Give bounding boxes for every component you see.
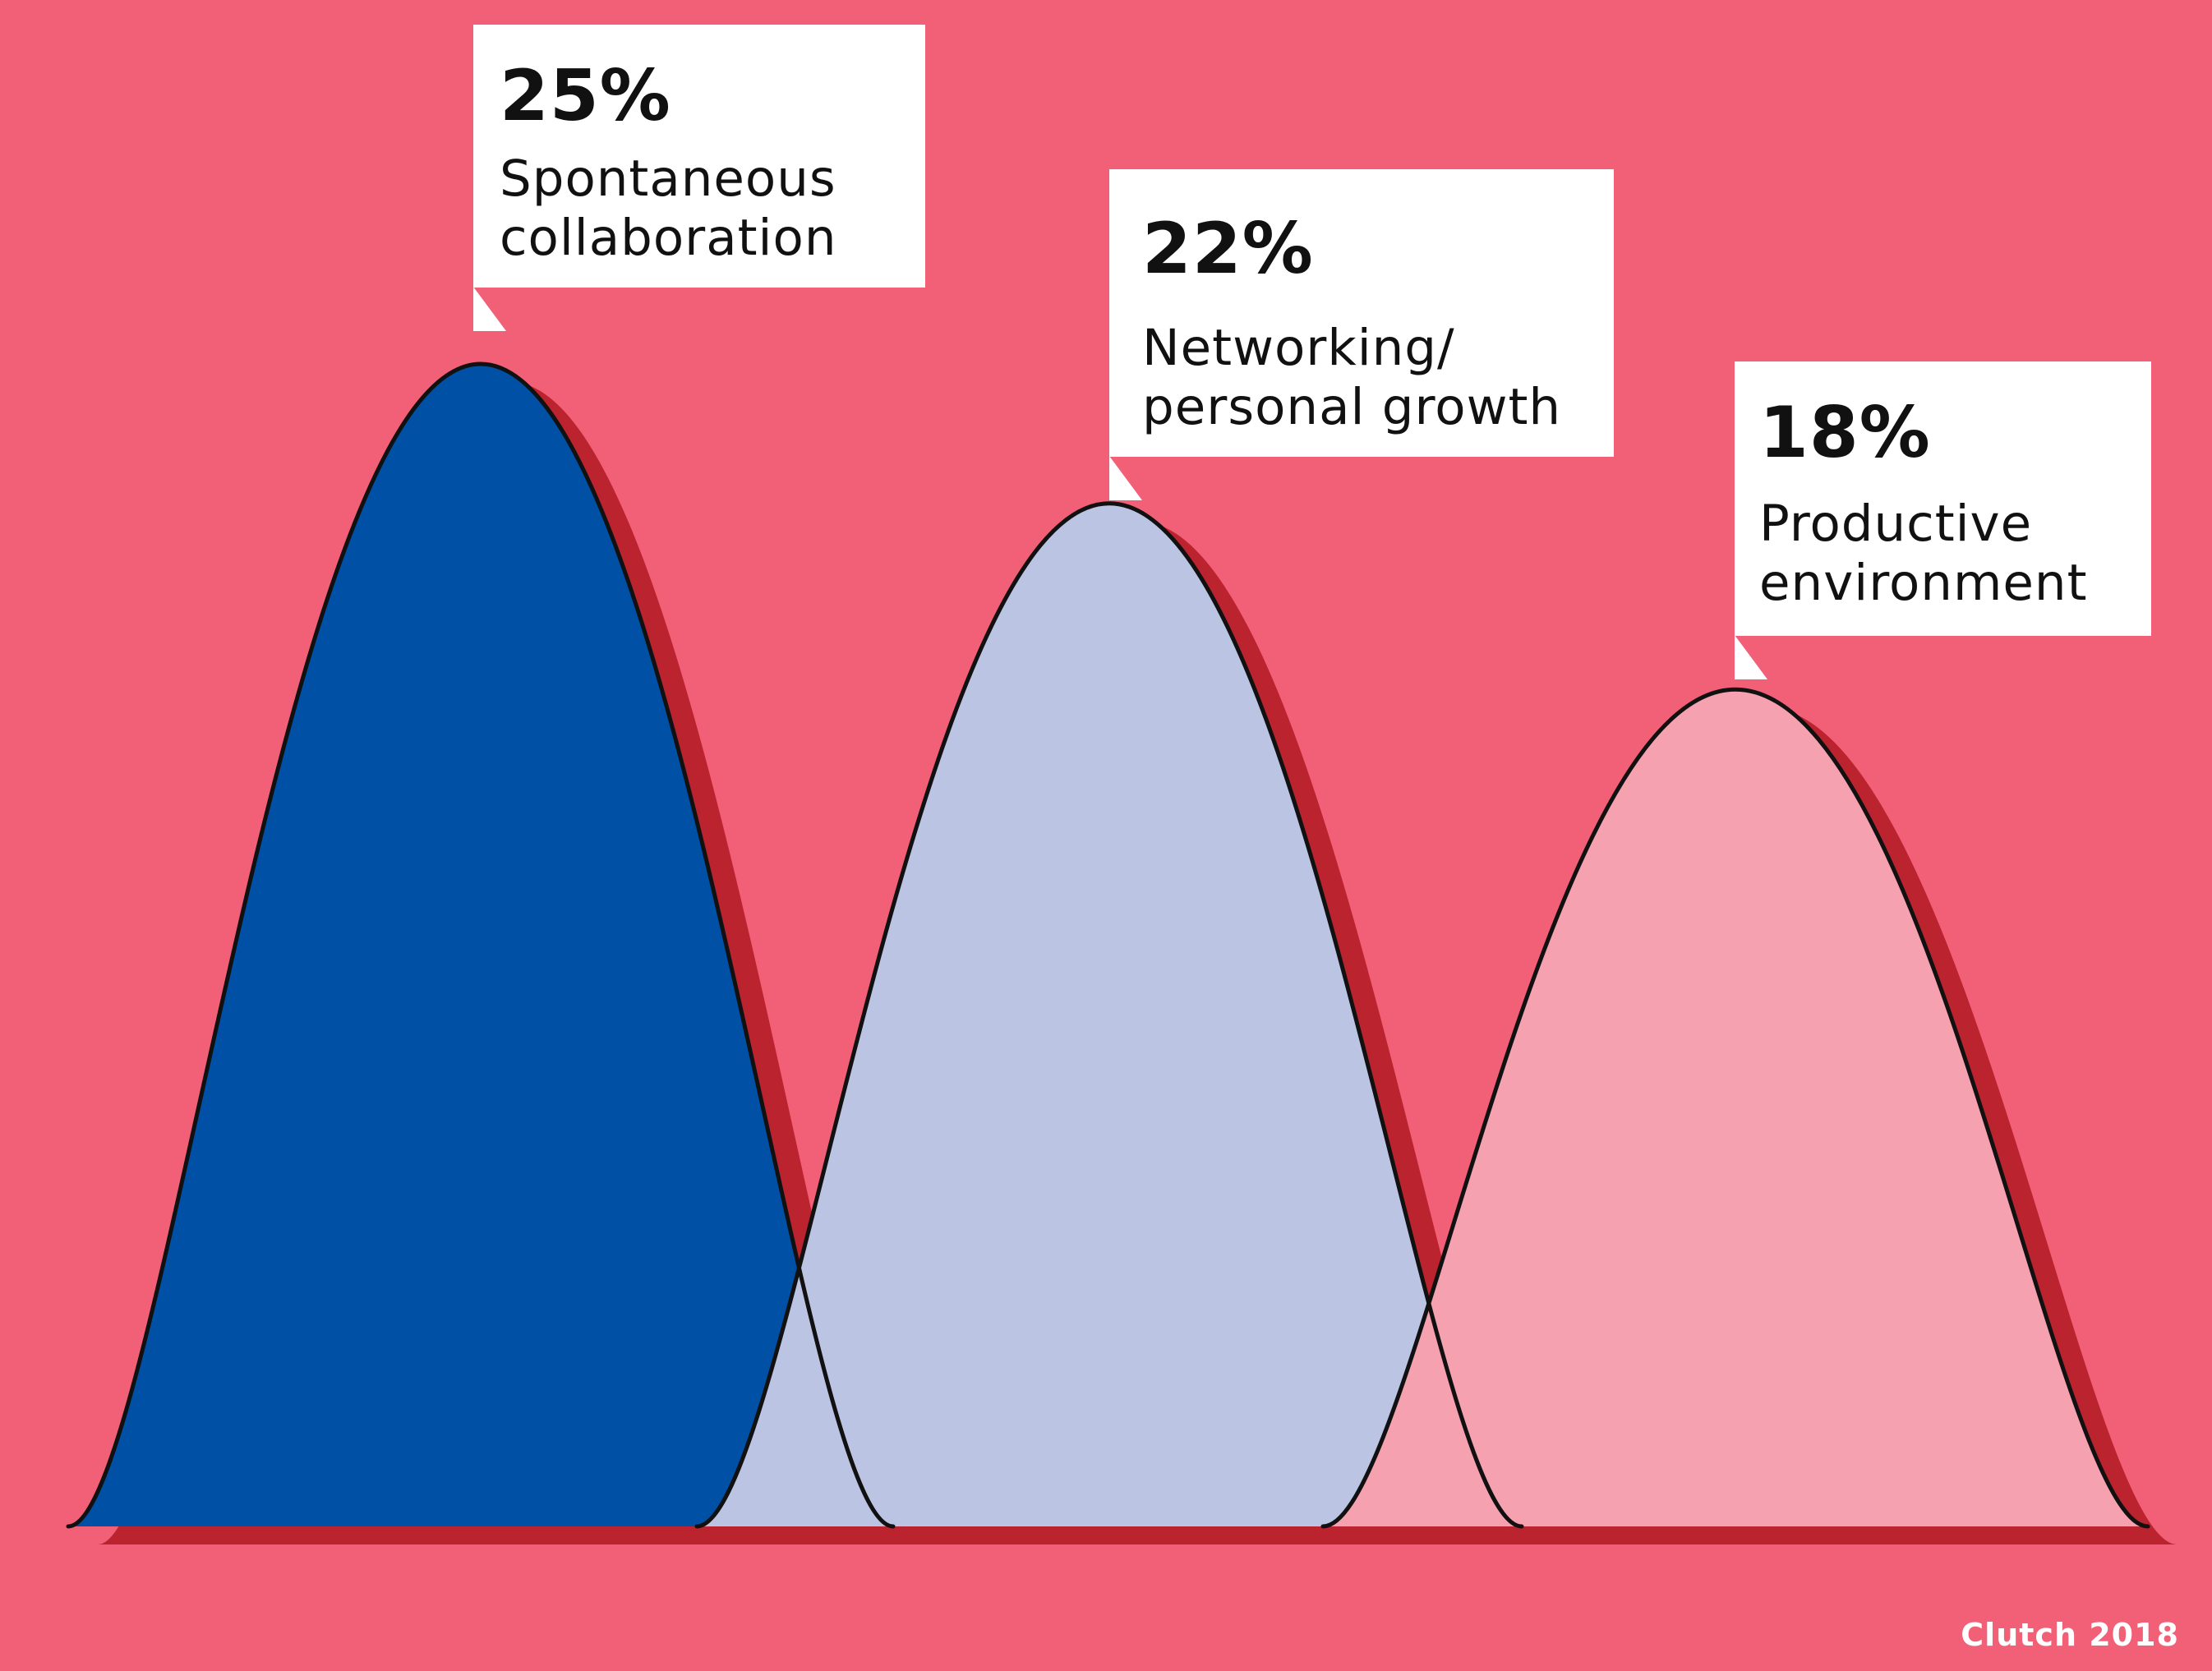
callout-pointer <box>473 287 506 331</box>
value-label: 22% <box>1142 208 1314 290</box>
callout-spontaneous-collaboration: 25% Spontaneous collaboration <box>473 25 925 331</box>
category-label: Productive environment <box>1759 495 2088 612</box>
value-label: 18% <box>1759 392 1931 474</box>
callout-pointer <box>1109 456 1142 500</box>
bell-outline-productive-environment <box>1320 687 2150 1529</box>
bell-fill-layer <box>68 364 2148 1526</box>
callout-networking-personal-growth: 22% Networking/ personal growth <box>1109 169 1614 500</box>
bell-outline-layer <box>66 361 2150 1529</box>
bell-outline-spontaneous-collaboration <box>66 361 896 1529</box>
bell-networking-personal-growth <box>697 503 1522 1526</box>
category-label: Spontaneous collaboration <box>500 150 837 267</box>
value-label: 25% <box>500 55 671 137</box>
callout-pointer <box>1735 635 1767 679</box>
source-credit: Clutch 2018 <box>1961 1617 2179 1653</box>
bell-outline-networking-personal-growth <box>694 501 1524 1529</box>
bell-spontaneous-collaboration <box>68 364 893 1526</box>
bell-productive-environment <box>1323 689 2148 1526</box>
category-label: Networking/ personal growth <box>1142 319 1562 436</box>
callout-productive-environment: 18% Productive environment <box>1735 361 2151 679</box>
